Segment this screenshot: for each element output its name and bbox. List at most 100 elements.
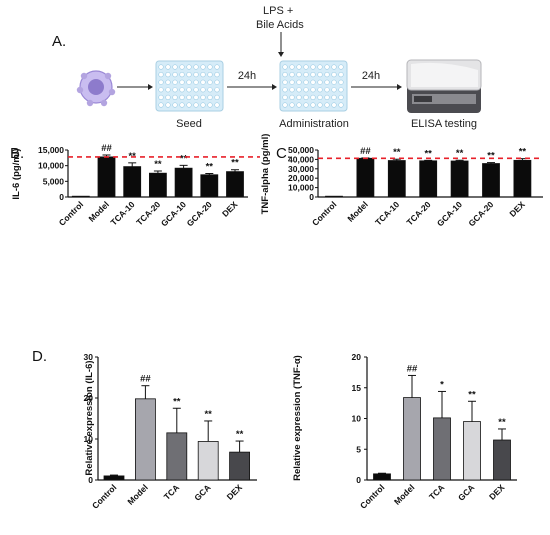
plate-well — [165, 71, 171, 78]
bar-dex — [513, 159, 532, 198]
panel-letter-c: C. — [276, 145, 291, 162]
plate-well — [289, 102, 295, 108]
plate-well — [303, 64, 309, 70]
step-label-administration: Administration — [279, 118, 349, 130]
plate-well — [324, 79, 330, 85]
plate-well — [331, 94, 337, 100]
chart-b-il6-protein: 0 5,000 10,000 15,000 IL-6 (pg/ml) Control ## M… — [11, 143, 260, 228]
category-label: TCA-20 — [404, 199, 432, 227]
plate-well — [207, 64, 213, 70]
plate-well — [317, 94, 323, 100]
plate-well — [324, 87, 330, 93]
plate-well — [193, 71, 199, 78]
bar-model — [403, 397, 421, 481]
plate-well — [172, 87, 178, 93]
plate-well — [296, 64, 302, 70]
plate-well — [193, 94, 199, 100]
plate-well — [179, 94, 185, 100]
category-label: Control — [90, 482, 118, 510]
category-label: Model — [345, 199, 369, 223]
plate-well — [282, 79, 288, 85]
bar-control — [373, 473, 391, 481]
panel-letter-b: B. — [10, 145, 24, 162]
y-tick-label: 0 — [356, 475, 361, 485]
plate-well — [158, 87, 164, 93]
treatment-label-line2: Bile Acids — [256, 19, 304, 31]
plate-well — [193, 87, 199, 93]
plate-well — [282, 64, 288, 70]
plate-well — [317, 87, 323, 93]
plate-well — [282, 94, 288, 100]
category-label: Model — [392, 482, 416, 506]
bar-gca-20 — [482, 163, 500, 198]
plate-well — [179, 79, 185, 85]
bar-tca-10 — [387, 160, 406, 198]
category-label: Model — [125, 482, 149, 506]
bar-dex — [493, 439, 511, 481]
cell-icon — [76, 70, 116, 107]
significance-mark: ** — [487, 151, 495, 162]
y-tick-label: 10,000 — [288, 183, 314, 193]
plate-well — [186, 64, 192, 70]
plate-well — [310, 64, 316, 70]
plate-well — [310, 87, 316, 93]
plate-well — [193, 79, 199, 85]
plate-well — [186, 87, 192, 93]
bar-model — [97, 156, 116, 198]
y-tick-label: 10 — [352, 414, 362, 424]
significance-mark: ** — [206, 162, 214, 173]
significance-mark: ** — [519, 147, 527, 158]
plate-well — [165, 64, 171, 70]
plate-well — [317, 64, 323, 70]
plate-well — [172, 64, 178, 70]
significance-mark: ** — [393, 147, 401, 158]
significance-mark: ## — [101, 143, 112, 154]
plate-well — [331, 102, 337, 108]
plate-well — [172, 102, 178, 108]
plate-well — [214, 71, 220, 78]
y-tick-label: 50,000 — [288, 145, 314, 155]
category-label: TCA — [427, 482, 446, 501]
plate-well — [289, 94, 295, 100]
plate-well — [303, 87, 309, 93]
plate-well — [158, 79, 164, 85]
bar-tca-10 — [123, 166, 142, 198]
plate-well — [324, 94, 330, 100]
category-label: TCA — [162, 482, 181, 501]
plate-well — [317, 102, 323, 108]
bar-model — [134, 398, 156, 481]
y-tick-label: 0 — [88, 475, 93, 485]
plate-well — [282, 71, 288, 78]
y-tick-label: 5,000 — [43, 176, 65, 186]
plate-well — [310, 102, 316, 108]
panel-letter-a: A. — [52, 33, 66, 50]
plate-well — [338, 64, 344, 70]
category-label: DEX — [507, 199, 527, 219]
plate-well — [317, 79, 323, 85]
plate-well — [303, 102, 309, 108]
significance-mark: ** — [231, 158, 239, 169]
bar-gca-20 — [200, 174, 219, 198]
plate-well — [207, 79, 213, 85]
significance-mark: ## — [140, 374, 151, 385]
plate-well — [165, 79, 171, 85]
y-tick-label: 15 — [352, 383, 362, 393]
plate-well — [324, 102, 330, 108]
y-tick-label: 15,000 — [38, 145, 64, 155]
category-label: GCA-20 — [185, 199, 214, 228]
significance-mark: ** — [498, 417, 506, 428]
plate-well — [214, 87, 220, 93]
significance-mark: * — [440, 379, 444, 390]
plate-well — [310, 79, 316, 85]
plate-well — [310, 71, 316, 78]
plate-well — [331, 87, 337, 93]
plate-well — [179, 71, 185, 78]
plate-well — [214, 94, 220, 100]
bar-gca-10 — [450, 160, 469, 198]
y-tick-label: 30,000 — [288, 164, 314, 174]
y-axis-label: TNF-alpha (pg/ml) — [260, 134, 271, 215]
plate-well — [331, 71, 337, 78]
plate-well — [338, 87, 344, 93]
